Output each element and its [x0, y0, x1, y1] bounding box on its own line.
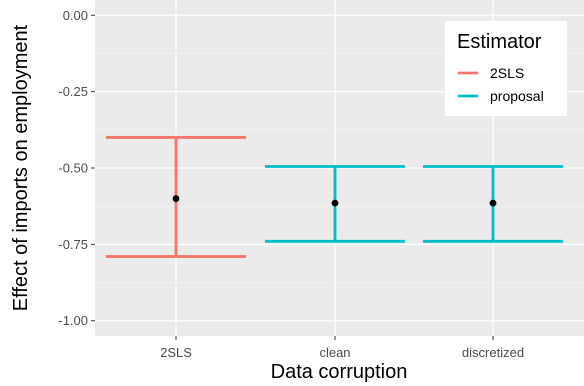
y-tick-label: -0.75: [58, 237, 88, 252]
error-bars: [106, 136, 563, 258]
y-tick-label: -0.25: [58, 84, 88, 99]
legend-label: 2SLS: [490, 65, 524, 81]
y-tick-label: -1.00: [58, 313, 88, 328]
y-axis: 0.00 -0.25 -0.50 -0.75 -1.00: [58, 8, 95, 328]
legend-label: proposal: [490, 88, 544, 104]
legend-background: [445, 21, 567, 116]
estimate-points: [172, 195, 497, 207]
estimate-point: [331, 199, 339, 207]
y-axis-title: Effect of imports on employment: [10, 24, 32, 311]
y-tick-label: 0.00: [63, 8, 88, 23]
estimate-point: [172, 195, 180, 202]
x-tick-label: 2SLS: [160, 345, 192, 360]
y-tick-label: -0.50: [58, 161, 88, 176]
legend: Estimator 2SLS proposal: [445, 21, 567, 116]
x-axis: 2SLS clean discretized: [160, 336, 524, 360]
x-tick-label: discretized: [462, 345, 524, 360]
x-tick-label: clean: [319, 345, 350, 360]
legend-title: Estimator: [457, 31, 542, 53]
estimate-point: [489, 199, 497, 207]
x-axis-title: Data corruption: [271, 361, 408, 383]
